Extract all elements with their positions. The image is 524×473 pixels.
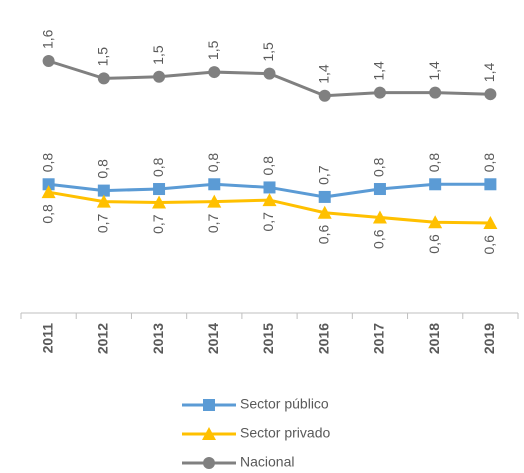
data-label: 0,8 — [371, 157, 387, 177]
legend-marker — [202, 427, 216, 440]
x-tick-label: 2018 — [426, 323, 442, 354]
data-label: 0,8 — [260, 156, 276, 176]
marker — [42, 178, 55, 191]
data-label: 0,6 — [371, 229, 387, 249]
data-label: 0,6 — [426, 234, 442, 254]
marker — [373, 86, 386, 99]
marker — [208, 66, 221, 79]
data-label: 1,6 — [39, 29, 55, 49]
marker — [263, 181, 276, 194]
marker — [483, 216, 498, 229]
marker — [428, 215, 443, 229]
marker — [318, 190, 331, 203]
marker — [263, 67, 276, 80]
data-label: 0,6 — [315, 225, 331, 245]
data-label: 0,7 — [260, 212, 276, 232]
marker — [96, 194, 111, 208]
marker — [153, 183, 166, 196]
data-label: 0,7 — [150, 214, 166, 234]
legend-label: Sector público — [240, 396, 329, 412]
data-label: 0,8 — [95, 159, 111, 179]
marker — [318, 89, 331, 102]
marker — [97, 72, 110, 85]
marker — [41, 185, 56, 199]
marker — [372, 210, 387, 224]
marker — [262, 193, 277, 207]
x-tick-label: 2013 — [150, 323, 166, 354]
x-tick-label: 2019 — [481, 323, 497, 354]
data-label: 0,8 — [150, 157, 166, 177]
data-label: 1,5 — [150, 45, 166, 65]
data-label: 1,5 — [95, 47, 111, 67]
marker — [317, 205, 332, 219]
marker — [484, 178, 497, 191]
data-label: 0,7 — [95, 213, 111, 233]
data-label: 0,8 — [39, 153, 55, 173]
marker — [208, 178, 221, 191]
marker — [152, 195, 167, 209]
data-label: 0,8 — [39, 204, 55, 224]
marker — [42, 55, 55, 67]
data-label: 0,8 — [426, 153, 442, 173]
data-label: 1,4 — [315, 64, 331, 84]
x-tick-label: 2015 — [260, 323, 276, 354]
data-label: 1,4 — [481, 63, 497, 83]
x-tick-label: 2011 — [39, 323, 55, 354]
data-label: 1,4 — [426, 61, 442, 81]
marker — [207, 194, 222, 208]
legend-marker — [203, 457, 215, 469]
data-label: 1,5 — [260, 42, 276, 62]
x-tick-label: 2014 — [205, 323, 221, 354]
legend-label: Nacional — [240, 454, 294, 470]
marker — [153, 70, 166, 83]
legend-marker — [203, 399, 215, 411]
marker — [429, 86, 442, 99]
data-label: 0,7 — [315, 165, 331, 185]
data-label: 0,7 — [205, 213, 221, 233]
data-label: 0,8 — [205, 153, 221, 173]
marker — [373, 183, 386, 196]
data-label: 1,5 — [205, 40, 221, 60]
marker — [484, 88, 497, 101]
x-tick-label: 2012 — [95, 323, 111, 354]
marker — [97, 184, 110, 197]
x-tick-label: 2016 — [315, 323, 331, 354]
legend-label: Sector privado — [240, 425, 330, 441]
data-label: 0,8 — [481, 153, 497, 173]
data-label: 1,4 — [371, 61, 387, 81]
marker — [429, 178, 442, 191]
data-label: 0,6 — [481, 235, 497, 255]
x-tick-label: 2017 — [371, 323, 387, 354]
